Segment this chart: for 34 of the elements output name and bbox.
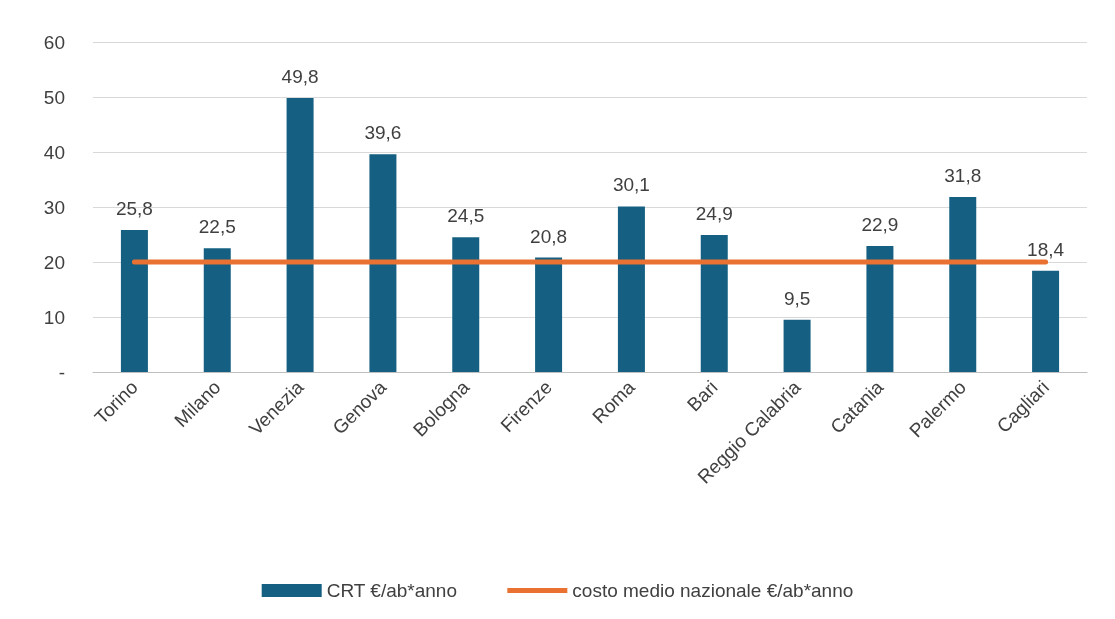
bar (949, 197, 977, 372)
y-tick-label: - (58, 361, 65, 383)
data-label: 9,5 (783, 287, 811, 309)
data-label: 24,5 (447, 205, 485, 227)
bar (452, 237, 480, 372)
data-label: 31,8 (944, 165, 982, 187)
bar (1032, 270, 1060, 372)
legend-label: costo medio nazionale €/ab*anno (572, 580, 854, 601)
data-label: 30,1 (612, 174, 650, 196)
data-label: 22,9 (861, 214, 899, 236)
y-tick-label: 20 (43, 251, 65, 273)
bar (700, 235, 728, 372)
data-label: 18,4 (1027, 238, 1065, 260)
data-label: 20,8 (530, 225, 568, 247)
bar (369, 154, 397, 372)
y-tick-label: 40 (43, 141, 65, 163)
data-label: 49,8 (281, 66, 319, 88)
y-tick-label: 60 (43, 31, 65, 53)
y-tick-label: 50 (43, 86, 65, 108)
bar (535, 257, 563, 372)
bar (783, 319, 811, 372)
bar (286, 98, 314, 372)
legend-label: CRT €/ab*anno (326, 580, 457, 601)
data-label: 24,9 (695, 203, 733, 225)
bar (866, 246, 894, 372)
data-label: 39,6 (364, 122, 402, 144)
data-label: 22,5 (198, 216, 236, 238)
x-tick-label: Bari (682, 376, 722, 416)
bar (120, 230, 148, 372)
y-tick-label: 10 (43, 306, 65, 328)
y-tick-label: 30 (43, 196, 65, 218)
data-label: 25,8 (115, 198, 153, 220)
bar (203, 248, 231, 372)
bar (617, 206, 645, 372)
